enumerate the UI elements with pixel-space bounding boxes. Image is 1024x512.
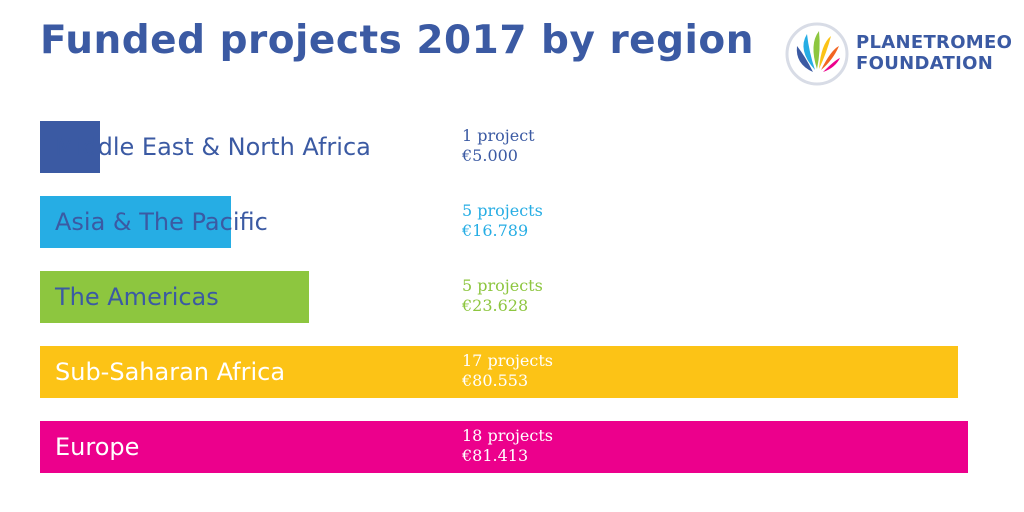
bar-category-label: Europe [55,433,140,461]
project-count-label: 1 project [462,126,535,145]
project-count-label: 5 projects [462,276,543,295]
planetromeo-logo: PLANETROMEO FOUNDATION [784,20,1012,90]
bar [40,271,309,323]
bar-category-label: Middle East & North Africa [55,133,371,161]
amount-label: €81.413 [462,446,529,465]
bar [40,196,231,248]
bar-value-label: 17 projects €80.553 [462,351,553,391]
logo-line-2: FOUNDATION [856,53,994,74]
bar [40,121,100,173]
bar [40,421,968,473]
amount-label: €16.789 [462,221,529,240]
rainbow-fan-logo-icon [785,22,849,86]
bar-value-label: 5 projects €16.789 [462,201,543,241]
project-count-label: 18 projects [462,426,553,445]
page-title: Funded projects 2017 by region [40,18,754,63]
bar-category-label: The Americas [55,283,219,311]
bar [40,346,958,398]
bar-category-label: Asia & The Pacific [55,208,268,236]
amount-label: €23.628 [462,296,529,315]
logo-text: PLANETROMEO FOUNDATION [856,32,1012,74]
project-count-label: 5 projects [462,201,543,220]
logo-line-1: PLANETROMEO [856,32,1013,53]
amount-label: €80.553 [462,371,529,390]
bar-value-label: 1 project €5.000 [462,126,535,166]
bar-category-label: Sub-Saharan Africa [55,358,286,386]
project-count-label: 17 projects [462,351,553,370]
bar-value-label: 5 projects €23.628 [462,276,543,316]
bar-value-label: 18 projects €81.413 [462,426,553,466]
amount-label: €5.000 [462,146,518,165]
